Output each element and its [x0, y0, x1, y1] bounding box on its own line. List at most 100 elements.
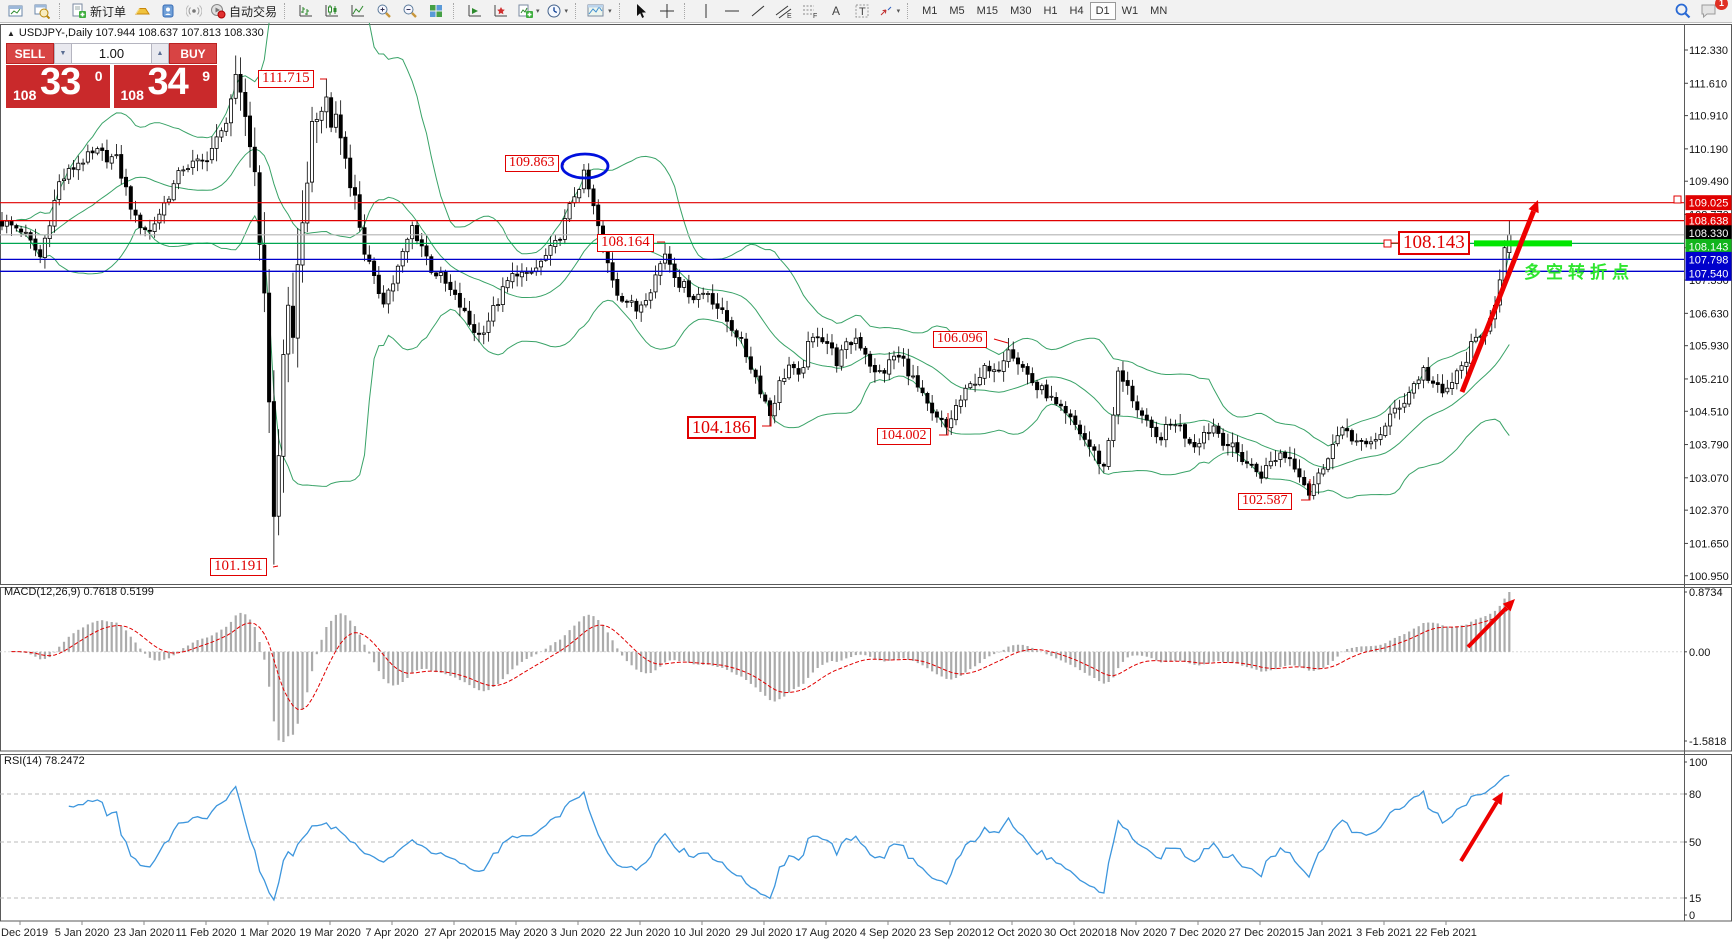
date-tick-label[interactable]: 19 Mar 2020 [299, 927, 361, 939]
price-annotation-104.002[interactable]: 104.002 [877, 428, 931, 445]
bear-candle [739, 336, 744, 339]
timeframe-H1[interactable]: H1 [1043, 5, 1058, 17]
tile-windows-button[interactable] [423, 1, 449, 21]
bull-candle [877, 370, 882, 372]
sell-price-box[interactable]: 108 33 0 [6, 61, 110, 108]
annotation-leader-line [993, 338, 1009, 344]
drawn-arrow[interactable] [1466, 606, 1509, 649]
timeframe-M15[interactable]: M15 [976, 5, 999, 17]
date-tick-label[interactable]: 22 Feb 2021 [1415, 927, 1477, 939]
date-tick-label[interactable]: 22 Jun 2020 [610, 927, 671, 939]
price-annotation-108.164[interactable]: 108.164 [597, 234, 654, 252]
date-tick-label[interactable]: 7 Apr 2020 [365, 927, 418, 939]
periods-button[interactable]: ▾ [543, 1, 572, 21]
vertical-line-tool-button[interactable] [693, 1, 719, 21]
drawn-arrow-head[interactable] [1502, 599, 1515, 612]
date-tick-label[interactable]: 3 Jun 2020 [551, 927, 605, 939]
date-tick-label[interactable]: 17 Aug 2020 [795, 927, 857, 939]
date-tick-label[interactable]: 18 Nov 2020 [1105, 927, 1167, 939]
timeframe-M5[interactable]: M5 [949, 5, 965, 17]
price-annotation-101.191[interactable]: 101.191 [210, 558, 267, 576]
object-anchor-square[interactable] [1673, 195, 1682, 204]
bear-candle [1178, 424, 1183, 427]
new-order-button[interactable]: 新订单 [68, 1, 129, 21]
channel-tool-button[interactable]: E [771, 1, 797, 21]
price-badge-text: 107.798 [1689, 254, 1729, 266]
date-tick-label[interactable]: 11 Feb 2020 [176, 927, 237, 939]
date-tick-label[interactable]: 27 Dec 2020 [1229, 927, 1291, 939]
zoom-out-button[interactable] [397, 1, 423, 21]
label-tool-button[interactable]: T [849, 1, 875, 21]
bull-candle [1416, 379, 1421, 384]
volume-decrease-button[interactable]: ▼ [54, 43, 72, 64]
cursor-tool-button[interactable] [628, 1, 654, 21]
price-annotation-109.863[interactable]: 109.863 [505, 155, 559, 172]
autotrading-button[interactable]: 自动交易 [207, 1, 280, 21]
timeframe-MN[interactable]: MN [1150, 5, 1168, 17]
timeframe-H4[interactable]: H4 [1069, 5, 1084, 17]
date-tick-label[interactable]: 29 Jul 2020 [736, 927, 793, 939]
date-tick-label[interactable]: 15 Jan 2021 [1292, 927, 1353, 939]
timeframe-M1[interactable]: M1 [922, 5, 938, 17]
drawn-arrow[interactable] [1459, 801, 1499, 863]
date-tick-label[interactable]: 5 Jan 2020 [55, 927, 109, 939]
bull-candle [185, 168, 190, 171]
date-tick-label[interactable]: 7 Dec 2020 [1170, 927, 1226, 939]
search-button[interactable] [1670, 1, 1696, 21]
drawn-arrow[interactable] [1459, 210, 1536, 393]
arrows-tool-button[interactable]: ▾ [875, 1, 904, 21]
volume-increase-button[interactable]: ▲ [151, 43, 169, 64]
main-pane[interactable] [0, 24, 1732, 585]
sell-button[interactable]: SELL [6, 43, 54, 64]
date-tick-label[interactable]: 1 Mar 2020 [240, 927, 296, 939]
volume-input[interactable] [72, 43, 151, 64]
date-tick-label[interactable]: 10 Jul 2020 [674, 927, 731, 939]
new-chart-button[interactable] [3, 1, 29, 21]
price-annotation-111.715[interactable]: 111.715 [258, 70, 314, 88]
date-tick-label[interactable]: 30 Oct 2020 [1044, 927, 1104, 939]
price-annotation-106.096[interactable]: 106.096 [933, 331, 987, 348]
timeframe-D1[interactable]: D1 [1089, 2, 1116, 20]
date-tick-label[interactable]: 4 Sep 2020 [860, 927, 916, 939]
date-tick-label[interactable]: 7 Dec 2019 [0, 927, 48, 939]
price-annotation-104.186[interactable]: 104.186 [687, 416, 756, 439]
turning-point-annotation[interactable]: 多空转折点 [1524, 263, 1634, 282]
object-anchor-square[interactable] [1383, 239, 1392, 248]
candlestick-type-button[interactable] [319, 1, 345, 21]
experts-button[interactable] [155, 1, 181, 21]
fibonacci-tool-button[interactable]: F [797, 1, 823, 21]
date-tick-label[interactable]: 3 Feb 2021 [1356, 927, 1412, 939]
timeframe-W1[interactable]: W1 [1121, 5, 1139, 17]
rsi-pane[interactable] [0, 754, 1732, 922]
add-indicator-button[interactable]: ▾ [514, 1, 543, 21]
date-tick-label[interactable]: 23 Jan 2020 [114, 927, 175, 939]
profiles-button[interactable] [29, 1, 55, 21]
indicator-list-button[interactable] [462, 1, 488, 21]
date-tick-label[interactable]: 12 Oct 2020 [982, 927, 1042, 939]
trendline-tool-button[interactable] [745, 1, 771, 21]
drawn-arrow-head[interactable] [1492, 792, 1503, 806]
templates-button[interactable]: ▾ [584, 1, 615, 21]
line-chart-type-button[interactable] [345, 1, 371, 21]
drawn-arrow-head[interactable] [1528, 200, 1539, 214]
price-annotation-108.143[interactable]: 108.143 [1398, 231, 1470, 255]
buy-price-box[interactable]: 108 34 9 [113, 61, 217, 108]
zoom-in-button[interactable] [371, 1, 397, 21]
drawn-ellipse[interactable] [560, 152, 610, 180]
signals-button[interactable] [181, 1, 207, 21]
bar-chart-type-button[interactable] [293, 1, 319, 21]
timeframe-M30[interactable]: M30 [1010, 5, 1032, 17]
gold-button[interactable] [129, 1, 155, 21]
date-tick-label[interactable]: 15 May 2020 [484, 927, 548, 939]
date-tick-label[interactable]: 27 Apr 2020 [424, 927, 483, 939]
date-tick-label[interactable]: 23 Sep 2020 [919, 927, 981, 939]
text-tool-button[interactable]: A [823, 1, 849, 21]
objects-list-button[interactable] [488, 1, 514, 21]
crosshair-tool-button[interactable] [654, 1, 680, 21]
horizontal-line-tool-button[interactable] [719, 1, 745, 21]
buy-button[interactable]: BUY [169, 43, 217, 64]
macd-pane[interactable] [0, 587, 1732, 752]
notifications-button[interactable]: 1 [1696, 0, 1728, 21]
price-annotation-102.587[interactable]: 102.587 [1238, 493, 1292, 510]
